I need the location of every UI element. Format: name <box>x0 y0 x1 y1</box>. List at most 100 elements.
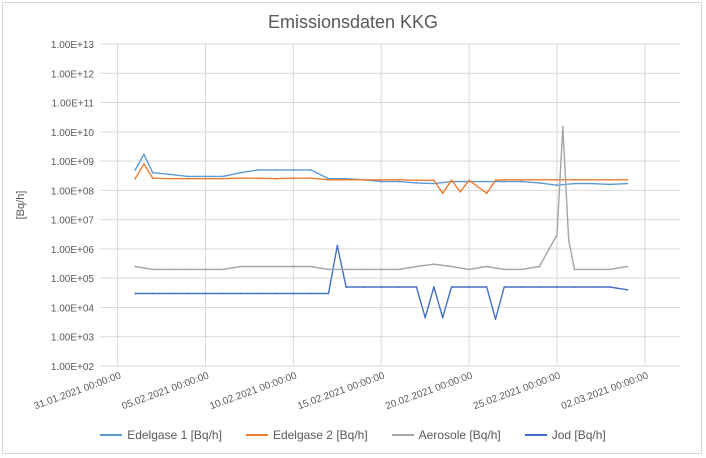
data-point <box>415 265 418 268</box>
chart-frame <box>2 2 702 454</box>
data-point <box>626 288 629 291</box>
data-point <box>336 244 339 247</box>
data-point <box>591 286 593 288</box>
data-point <box>450 179 453 182</box>
data-point <box>169 292 172 295</box>
data-point <box>520 180 523 183</box>
data-point <box>561 125 564 128</box>
data-point <box>441 192 444 195</box>
data-point <box>520 268 523 271</box>
data-point <box>292 292 295 295</box>
y-tick-label: 1.00E+04 <box>51 303 95 314</box>
data-point <box>573 286 576 288</box>
legend-item: Jod [Bq/h] <box>524 428 606 442</box>
legend-item: Edelgase 2 [Bq/h] <box>245 428 368 442</box>
data-point <box>257 292 260 295</box>
y-tick-label: 1.00E+02 <box>51 362 95 373</box>
data-point <box>380 268 383 271</box>
data-point <box>327 178 330 181</box>
data-point <box>222 268 224 271</box>
data-point <box>433 179 435 182</box>
x-tick-label: 02.03.2021 00:00:00 <box>560 370 650 412</box>
data-point <box>187 292 189 295</box>
data-point <box>459 190 462 193</box>
data-point <box>503 286 506 288</box>
legend-item: Aerosole [Bq/h] <box>391 428 501 442</box>
data-point <box>274 265 277 268</box>
data-point <box>169 173 172 176</box>
data-point <box>567 239 570 242</box>
x-tick-label: 05.02.2021 00:00:00 <box>120 370 210 412</box>
data-point <box>274 292 277 295</box>
data-point <box>503 180 506 183</box>
data-point <box>538 265 541 268</box>
data-point <box>433 182 435 185</box>
data-point <box>494 179 497 182</box>
data-point <box>204 175 207 178</box>
data-point <box>503 178 506 181</box>
data-point <box>397 178 400 181</box>
y-axis-ticks: 1.00E+02 1.00E+03 1.00E+04 1.00E+05 1.00E+06… <box>51 40 95 373</box>
data-point <box>556 234 558 236</box>
x-tick-label: 25.02.2021 00:00:00 <box>472 370 562 412</box>
data-point <box>151 171 154 174</box>
data-point <box>415 179 418 182</box>
data-point <box>520 178 523 181</box>
legend-item: Edelgase 1 [Bq/h] <box>100 428 222 442</box>
data-point <box>292 169 295 171</box>
data-point <box>239 177 242 180</box>
data-point <box>134 169 137 171</box>
data-point <box>310 177 312 180</box>
data-point <box>380 180 383 183</box>
y-tick-label: 1.00E+05 <box>51 274 95 285</box>
data-point <box>362 286 365 288</box>
data-point <box>222 292 224 295</box>
y-tick-label: 1.00E+08 <box>51 186 95 197</box>
data-point <box>520 286 523 288</box>
data-point <box>538 178 541 181</box>
data-point <box>556 184 558 187</box>
data-point <box>257 169 260 171</box>
data-point <box>433 263 435 266</box>
data-point <box>450 265 453 268</box>
data-point <box>134 177 137 180</box>
y-tick-label: 1.00E+03 <box>51 333 95 344</box>
data-point <box>187 268 189 271</box>
data-point <box>134 265 137 268</box>
data-point <box>345 286 347 288</box>
x-tick-label: 15.02.2021 00:00:00 <box>296 370 386 412</box>
data-point <box>424 316 427 319</box>
data-point <box>608 183 611 186</box>
data-point <box>239 171 242 174</box>
data-point <box>626 182 629 185</box>
data-point <box>222 177 224 180</box>
data-point <box>257 265 260 268</box>
data-point <box>151 177 154 180</box>
data-point <box>310 265 312 268</box>
data-point <box>538 182 541 184</box>
data-point <box>292 177 295 180</box>
data-point <box>204 268 207 271</box>
data-point <box>327 268 330 271</box>
data-point <box>485 192 488 195</box>
series-lines <box>134 125 629 320</box>
data-point <box>310 292 312 295</box>
legend-swatch <box>391 434 414 436</box>
y-tick-label: 1.00E+13 <box>51 40 95 51</box>
data-point <box>485 265 488 268</box>
y-tick-label: 1.00E+06 <box>51 245 95 256</box>
data-point <box>257 177 260 180</box>
x-tick-label: 31.01.2021 00:00:00 <box>33 370 123 412</box>
data-point <box>239 292 242 295</box>
data-point <box>397 180 400 183</box>
data-point <box>573 182 576 185</box>
data-point <box>468 179 470 182</box>
data-point <box>310 169 312 171</box>
legend-label: Aerosole [Bq/h] <box>418 428 501 442</box>
data-point <box>204 177 207 180</box>
data-point <box>327 292 330 295</box>
data-point <box>362 268 365 271</box>
x-tick-label: 20.02.2021 00:00:00 <box>384 370 474 412</box>
data-point <box>222 175 224 178</box>
